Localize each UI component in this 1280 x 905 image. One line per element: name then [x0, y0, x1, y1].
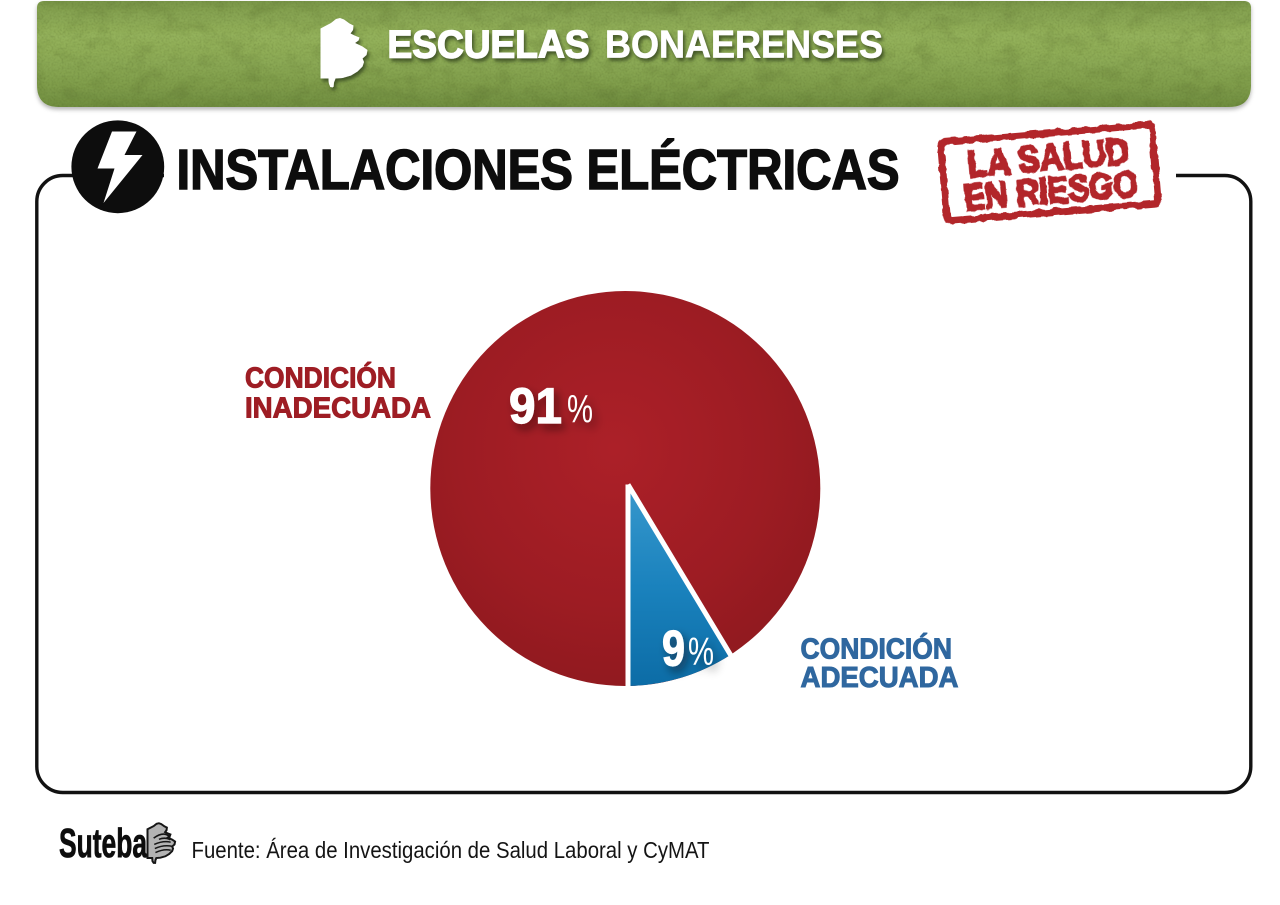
svg-text:9: 9 — [662, 620, 685, 677]
svg-text:CONDICIÓN: CONDICIÓN — [245, 361, 396, 395]
svg-text:91: 91 — [509, 377, 562, 434]
svg-text:ADECUADA: ADECUADA — [801, 662, 959, 694]
svg-text:ESCUELAS: ESCUELAS — [388, 24, 590, 67]
svg-text:INADECUADA: INADECUADA — [245, 392, 431, 424]
svg-text:INSTALACIONES ELÉCTRICAS: INSTALACIONES ELÉCTRICAS — [177, 138, 900, 202]
svg-text:Fuente: Área de Investigación: Fuente: Área de Investigación de Salud L… — [192, 837, 710, 863]
svg-text:CONDICIÓN: CONDICIÓN — [801, 631, 953, 665]
svg-text:BONAERENSES: BONAERENSES — [605, 24, 883, 67]
svg-text:%: % — [688, 631, 714, 674]
svg-text:Suteba: Suteba — [59, 820, 148, 866]
svg-text:%: % — [567, 389, 593, 432]
